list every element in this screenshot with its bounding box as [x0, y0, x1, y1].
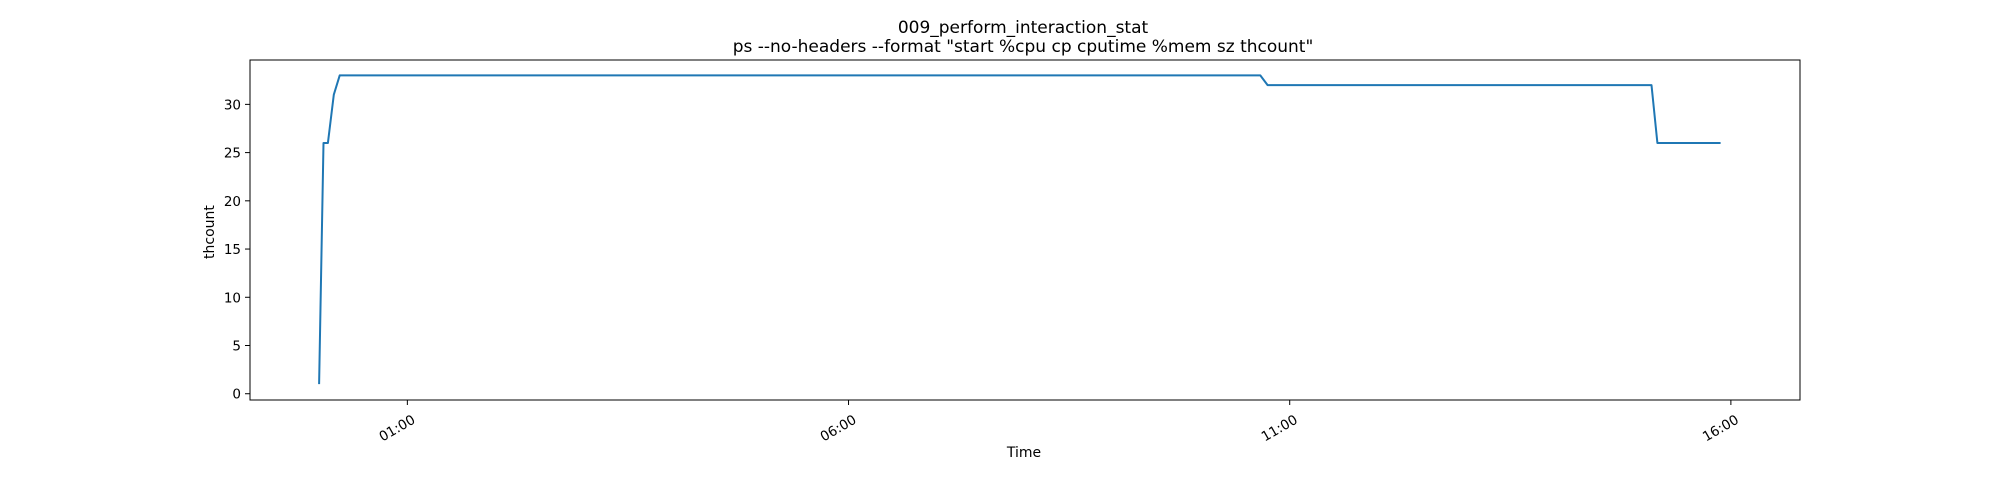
chart-title: 009_perform_interaction_stat — [898, 18, 1149, 38]
series-line-thcount — [318, 74, 1721, 385]
x-tick-label: 16:00 — [1700, 412, 1742, 445]
y-tick-label: 10 — [224, 290, 241, 306]
y-axis-label: thcount — [202, 205, 218, 259]
y-tick-label: 20 — [224, 194, 241, 210]
plot-area — [249, 59, 1801, 401]
x-tick-label: 11:00 — [1259, 412, 1301, 445]
chart-subtitle: ps --no-headers --format "start %cpu cp … — [733, 37, 1314, 57]
x-tick-label: 01:00 — [376, 412, 418, 445]
y-axis: 0 5 10 15 20 25 30 — [224, 97, 250, 403]
y-tick-label: 0 — [232, 387, 241, 403]
y-tick-label: 25 — [224, 146, 241, 162]
y-tick-label: 15 — [224, 242, 241, 258]
x-axis-label: Time — [1006, 445, 1041, 461]
y-tick-label: 5 — [232, 339, 241, 355]
x-tick-label: 06:00 — [818, 412, 860, 445]
x-axis: 01:00 06:00 11:00 16:00 — [376, 400, 1742, 445]
y-tick-label: 30 — [224, 97, 241, 113]
